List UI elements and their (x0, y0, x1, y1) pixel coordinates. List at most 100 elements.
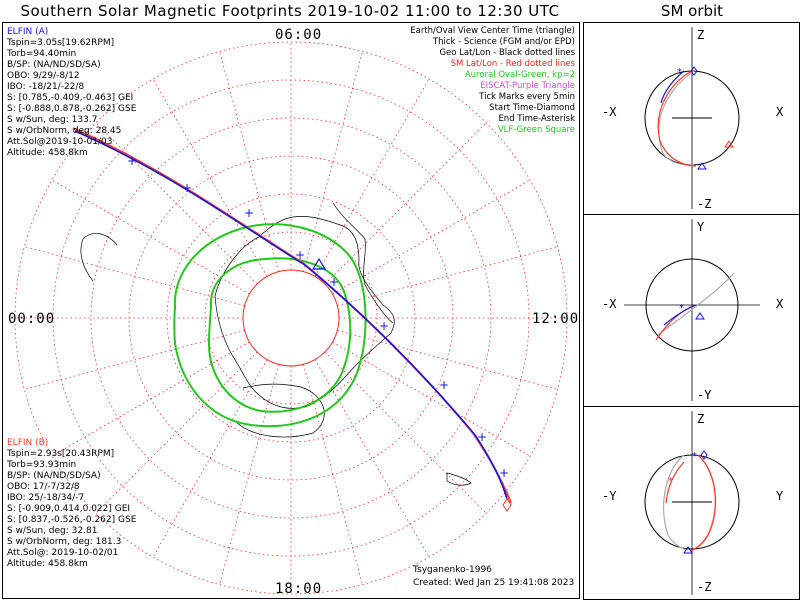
elfin-a-line: Altitude: 458.8km (7, 148, 88, 158)
axis-label-bottom: -Z (697, 197, 711, 211)
legend-entry: EISCAT-Purple Triangle (480, 81, 575, 91)
track-tick-mark: + (499, 466, 509, 480)
elfin-b-line: IBO: 25/-18/34/-7 (7, 493, 85, 503)
sm-latitude-circle (14, 41, 568, 595)
axis-label-top: Z (697, 28, 704, 42)
sm-latitude-circle (128, 155, 454, 481)
start-diamond (690, 66, 698, 76)
elfin-a-line: Tspin=3.05s[19.62RPM] (7, 38, 115, 48)
elfin-a-line: S w/Sun, deg: 133.7 (7, 115, 98, 125)
auroral-oval-poleward (207, 257, 352, 413)
sm-latitude-circle (166, 193, 416, 443)
track-tick-mark: + (295, 248, 305, 262)
axis-label-top: Y (697, 220, 705, 234)
track-tick-mark: + (182, 181, 192, 195)
sm-longitude-line (95, 122, 258, 285)
chart-title: Southern Solar Magnetic Footprints 2019-… (20, 2, 560, 20)
map-legend: Earth/Oval View Center Time (triangle) T… (410, 26, 575, 136)
earth-circle (644, 454, 740, 550)
end-asterisk-a: * (677, 67, 682, 78)
sm-longitude-line (324, 351, 487, 514)
coastline-antarctica (214, 216, 395, 409)
mlt-label-left: 00:00 (8, 311, 55, 327)
footprint-track-elfin-b (72, 127, 512, 504)
sm-longitude-line (24, 330, 245, 390)
view-triangle (695, 312, 705, 320)
earth-circle (645, 258, 739, 352)
sm-longitude-line (219, 51, 279, 272)
track-tick-mark: + (329, 275, 339, 289)
sm-longitude-line (95, 351, 258, 514)
sm-longitude-line (51, 341, 250, 457)
axis-label-right: X (776, 105, 784, 119)
legend-entry: Tick Marks every 5min (479, 92, 575, 102)
coastline-africa (80, 232, 118, 282)
footprint-map: + + + + + + + + + 06:00 00:00 12:00 18:00 (8, 27, 578, 597)
elfin-b-info: ELFIN (B) Tspin=2.93s[20.43RPM] Torb=93.… (7, 438, 136, 570)
legend-entry: VLF-Green Square (497, 125, 575, 135)
orbit-track-b (655, 304, 697, 341)
sm-longitude-line (51, 179, 250, 295)
axis-label-left: -Y (602, 489, 617, 503)
mlt-label-bottom: 18:00 (275, 581, 322, 597)
legend-entry: SM Lat/Lon - Red dotted lines (450, 59, 575, 69)
footprint-map-panel: + + + + + + + + + 06:00 00:00 12:00 18:00 ELFIN … (2, 22, 580, 599)
elfin-b-line: S: [0.837,-0.526,-0.262] GSE (7, 515, 137, 525)
coastline-island (446, 472, 472, 486)
elfin-a-line: B/SP: (NA/ND/SD/SA) (7, 60, 101, 70)
elfin-a-line: S w/OrbNorm, deg: 28.45 (7, 126, 122, 136)
elfin-a-line: Torb=94.40min (7, 49, 77, 59)
track-tick-mark: + (127, 154, 137, 168)
elfin-a-line: S: [-0.888,0.878,-0.262] GSE (7, 104, 137, 114)
orbit-track-a (660, 70, 685, 104)
sm-latitude-circle (242, 269, 340, 367)
view-center-triangle (311, 257, 327, 270)
legend-entry: Auroral Oval-Green, kp=2 (464, 70, 575, 80)
sm-longitude-line (314, 78, 430, 277)
orbit-track-a (663, 304, 697, 326)
elfin-a-line: OBO: 9/29/-8/12 (7, 71, 80, 81)
coastline-australia (234, 383, 325, 438)
footprint-track-elfin-a (74, 130, 508, 500)
sm-latitude-circle (204, 231, 378, 405)
orbit-track-a (689, 454, 717, 552)
elfin-a-line: Att.Sol@2019-10-01/03 (7, 137, 113, 147)
view-triangle-b (724, 140, 734, 148)
sm-longitude-line (152, 78, 268, 277)
elfin-b-line: S w/Sun, deg: 32.81 (7, 526, 98, 536)
elfin-b-line: Torb=93.93min (7, 460, 77, 470)
elfin-b-name: ELFIN (B) (7, 438, 49, 448)
legend-entry: Thick - Science (FGM and/or EPD) (432, 37, 575, 47)
elfin-b-line: Att.Sol@: 2019-10-02/01 (7, 548, 119, 558)
created-timestamp: Created: Wed Jan 25 19:41:08 2023 (413, 578, 575, 588)
axis-label-left: -X (602, 105, 617, 119)
sm-longitude-line (303, 364, 363, 585)
sm-longitude-line (152, 359, 268, 558)
legend-entry: End Time-Asterisk (498, 114, 575, 124)
orbit-panel-yz: Z -Z -Y Y * * (583, 406, 800, 600)
elfin-a-name: ELFIN (A) (7, 27, 49, 37)
view-triangle (697, 162, 707, 170)
sm-latitude-circle (90, 117, 492, 519)
elfin-b-line: Altitude: 458.8km (7, 559, 88, 569)
axis-label-bottom: -Y (697, 388, 712, 402)
model-credit: Tsyganenko-1996 (413, 565, 492, 575)
sm-longitude-line (337, 330, 558, 390)
start-diamond (700, 450, 708, 460)
orbit-track-b (665, 461, 685, 504)
mlt-label-top: 06:00 (275, 27, 322, 43)
orbit-panel-xz: Z -Z -X X * (583, 22, 800, 215)
elfin-a-line: IBO: -18/21/-22/8 (7, 82, 85, 92)
axis-label-bottom: -Z (697, 580, 711, 594)
orbit-plot-yz: Z -Z -Y Y * * (602, 411, 784, 595)
axis-label-top: Z (697, 412, 704, 426)
sm-longitude-line (324, 122, 487, 285)
orbit-plot-xz: Z -Z -X X * (602, 27, 784, 211)
track-tick-mark: + (379, 319, 389, 333)
elfin-b-line: S w/OrbNorm, deg: 181.3 (7, 537, 122, 547)
sm-longitude-line (219, 364, 279, 585)
track-tick-mark: + (244, 206, 254, 220)
elfin-b-line: OBO: 17/-7/32/8 (7, 482, 80, 492)
orbit-track-b (657, 70, 697, 167)
coastline-south-america (332, 202, 394, 324)
